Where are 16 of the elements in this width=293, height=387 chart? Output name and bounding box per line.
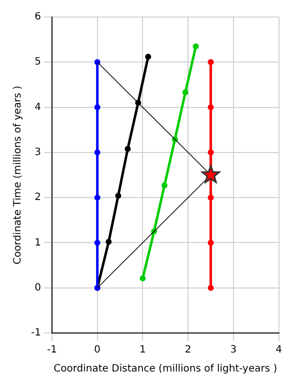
y-tick-label: 5 <box>34 56 41 68</box>
y-tick-label: 1 <box>34 237 41 248</box>
x-tick-label: 3 <box>230 344 237 356</box>
y-axis-title: Coordinate Time (millions of years ) <box>12 86 24 264</box>
x-tick-label: 4 <box>276 344 282 356</box>
y-tick-label: 4 <box>34 102 41 113</box>
y-tick-label: -1 <box>30 328 41 339</box>
y-tick-label: 0 <box>34 282 41 294</box>
x-tick-label: 0 <box>94 344 101 356</box>
y-tick-label: 2 <box>34 192 41 204</box>
x-tick-label: 2 <box>184 344 192 356</box>
x-tick-label: -1 <box>46 344 57 356</box>
x-axis-title: Coordinate Distance (millions of light-years ) <box>54 364 278 375</box>
y-tick-label: 6 <box>34 12 41 23</box>
y-tick-label: 3 <box>34 147 41 158</box>
x-tick-label: 1 <box>140 344 146 356</box>
